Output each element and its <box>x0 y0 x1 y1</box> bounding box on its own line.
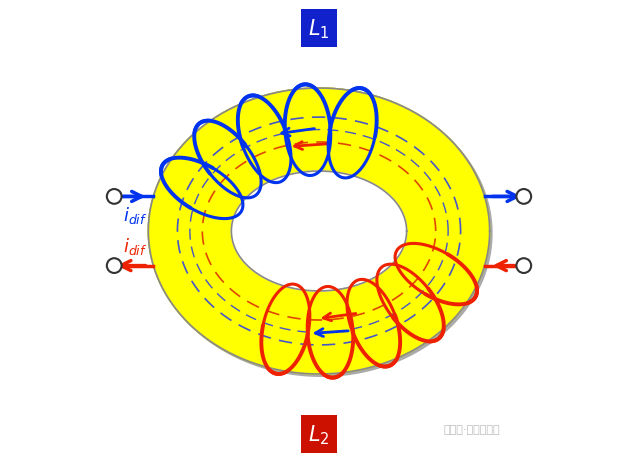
Text: 公众号·硬件笔记本: 公众号·硬件笔记本 <box>443 425 500 434</box>
Text: $L_2$: $L_2$ <box>308 422 330 446</box>
Polygon shape <box>234 174 409 294</box>
Text: $L_1$: $L_1$ <box>308 17 330 41</box>
Polygon shape <box>151 91 492 376</box>
Circle shape <box>516 259 531 273</box>
Circle shape <box>516 190 531 204</box>
Circle shape <box>107 190 122 204</box>
Circle shape <box>107 259 122 273</box>
Text: $i_{dif}$: $i_{dif}$ <box>123 236 147 257</box>
Text: $i_{dif}$: $i_{dif}$ <box>123 205 147 226</box>
Polygon shape <box>149 89 489 374</box>
Polygon shape <box>232 172 406 291</box>
Polygon shape <box>149 89 489 374</box>
Polygon shape <box>232 172 406 291</box>
